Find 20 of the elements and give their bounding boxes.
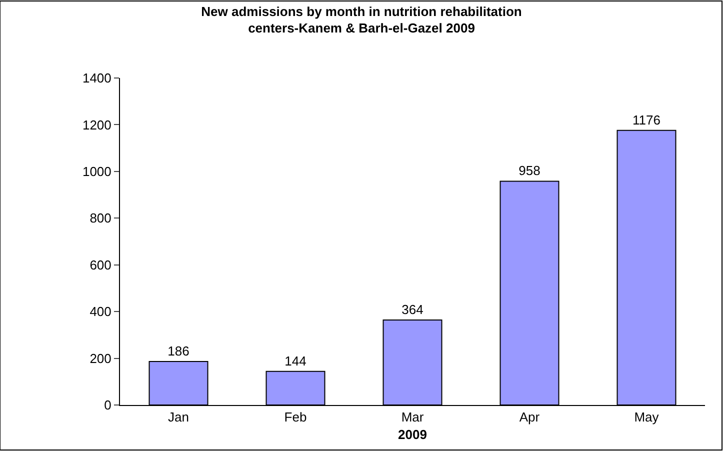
data-label: 186 — [168, 344, 190, 359]
x-tick-label: Feb — [284, 410, 307, 425]
y-tick-label: 200 — [90, 350, 112, 366]
y-tick-label: 600 — [90, 257, 112, 272]
data-label: 144 — [284, 353, 306, 368]
x-tick-label: May — [634, 410, 660, 425]
y-tick-label: 1200 — [82, 117, 112, 132]
y-tick-label: 1000 — [82, 164, 112, 179]
data-label: 364 — [402, 302, 424, 317]
x-tick-label: Mar — [401, 410, 424, 425]
y-tick-label: 0 — [104, 398, 112, 413]
chart-title: New admissions by month in nutrition rehabilitation centers-Kanem & Barh-el-Gazel 2009 — [201, 4, 522, 36]
y-tick-label: 800 — [90, 210, 112, 226]
x-axis-title: 2009 — [398, 427, 427, 442]
data-label: 1176 — [632, 112, 660, 128]
y-tick-label: 1400 — [82, 70, 112, 86]
x-tick-label: Apr — [519, 410, 540, 425]
x-tick-label: Jan — [168, 410, 189, 425]
data-label: 958 — [518, 163, 540, 178]
y-tick-label: 400 — [90, 304, 112, 320]
